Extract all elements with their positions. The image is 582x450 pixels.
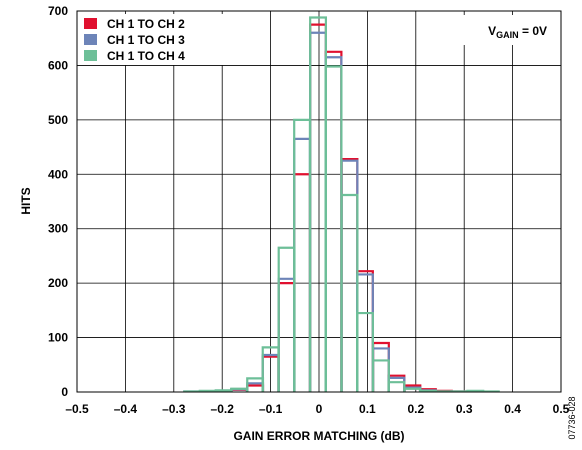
x-tick-label: –0.2 [211, 402, 235, 416]
y-axis-title: HITS [19, 187, 33, 214]
y-tick-labels: 0 100 200 300 400 500 600 700 [48, 4, 68, 399]
x-tick-label: 0.3 [456, 402, 473, 416]
series-3 [183, 16, 500, 393]
y-tick-label: 400 [48, 167, 68, 181]
annotation-subscript: GAIN [496, 30, 519, 40]
x-tick-label: –0.5 [65, 402, 89, 416]
figure-code: 07736-028 [567, 396, 577, 439]
svg-text:VGAIN = 0V: VGAIN = 0V [488, 24, 547, 40]
x-tick-label: –0.3 [162, 402, 186, 416]
legend-label: CH 1 TO CH 3 [107, 33, 185, 47]
x-tick-label: –0.4 [114, 402, 138, 416]
y-tick-label: 500 [48, 113, 68, 127]
y-tick-label: 600 [48, 58, 68, 72]
legend-swatch [84, 50, 97, 61]
legend-swatch [84, 18, 97, 29]
y-tick-label: 300 [48, 222, 68, 236]
histogram-bar [356, 311, 374, 392]
plot-frame [76, 10, 562, 393]
x-tick-label: 0.4 [504, 402, 521, 416]
vgain-annotation: VGAIN = 0V [456, 15, 558, 45]
x-tick-label: –0.1 [259, 402, 283, 416]
histogram-bar [371, 359, 390, 392]
legend-box [81, 14, 227, 65]
y-tick-label: 100 [48, 331, 68, 345]
y-tick-label: 700 [48, 4, 68, 18]
histogram-bar [387, 381, 406, 392]
y-tick-label: 0 [61, 385, 68, 399]
annotation-suffix: = 0V [519, 24, 547, 38]
legend-swatch [84, 34, 97, 45]
annotation-prefix: V [488, 24, 496, 38]
x-tick-label: 0.1 [359, 402, 376, 416]
x-tick-label: 0.2 [407, 402, 424, 416]
histogram-bar [340, 193, 359, 392]
legend-label: CH 1 TO CH 4 [107, 49, 185, 63]
legend-label: CH 1 TO CH 2 [107, 17, 185, 31]
x-axis-title: GAIN ERROR MATCHING (dB) [233, 429, 404, 443]
y-tick-label: 200 [48, 276, 68, 290]
annotation-box [456, 15, 558, 45]
legend-items: CH 1 TO CH 2 CH 1 TO CH 3 CH 1 TO CH 4 [84, 17, 185, 63]
x-tick-label: 0 [316, 402, 323, 416]
legend: CH 1 TO CH 2 CH 1 TO CH 3 CH 1 TO CH 4 [81, 14, 227, 65]
x-tick-label: 0.5 [553, 402, 570, 416]
x-tick-labels: –0.5 –0.4 –0.3 –0.2 –0.1 0 0.1 0.2 0.3 0.4 0.5 [65, 402, 569, 416]
